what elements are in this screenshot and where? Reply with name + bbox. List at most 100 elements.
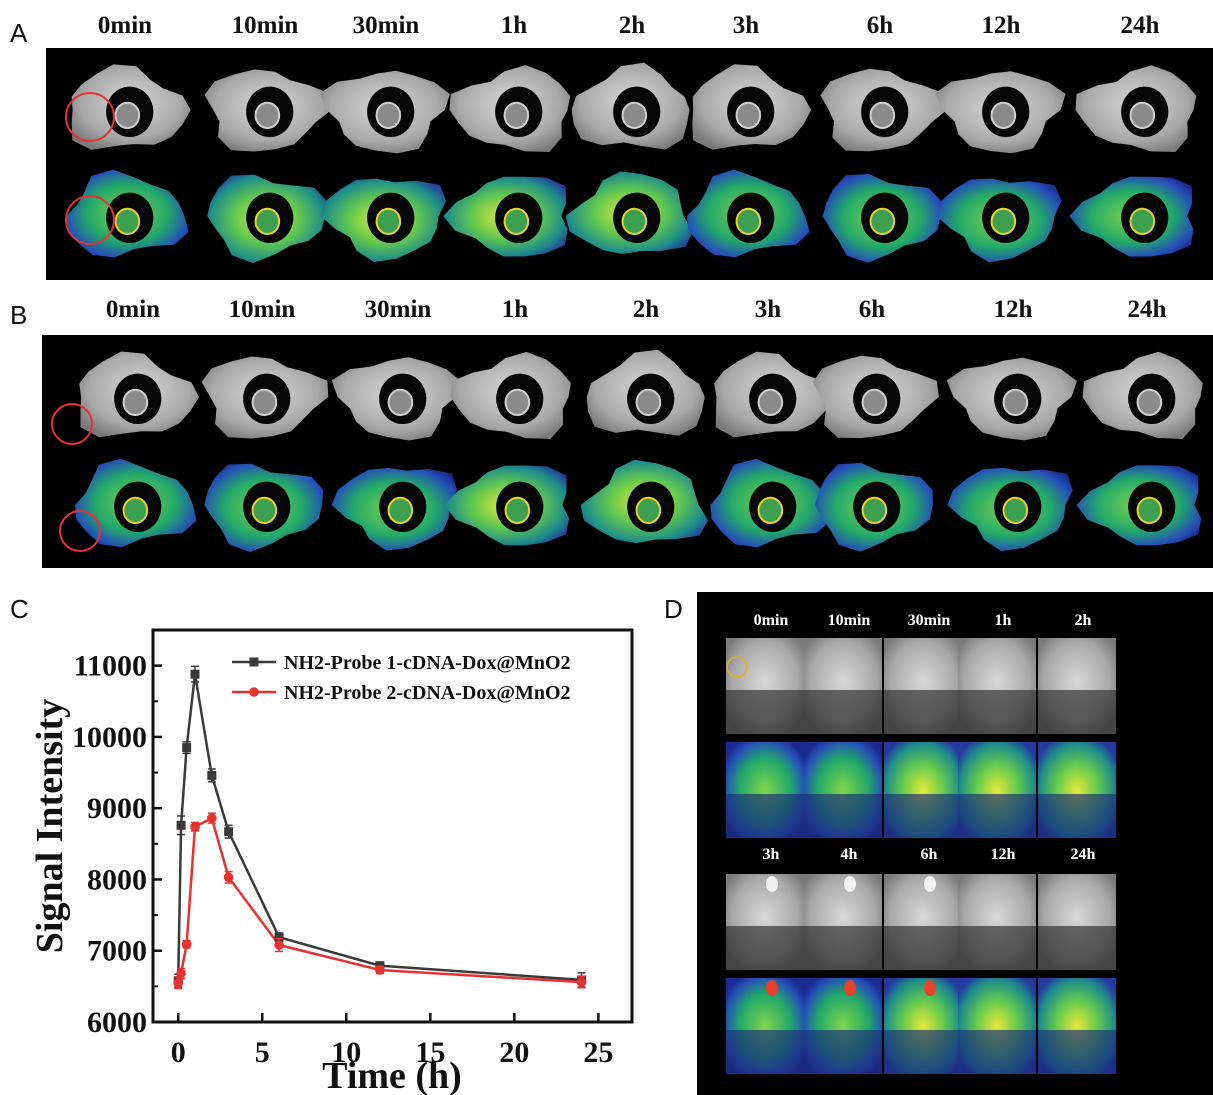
mri-color-slice [204,463,324,553]
roi-circle [51,403,93,445]
series-line-1 [176,673,582,982]
mri-gray-slice [201,356,329,439]
panel-a-mri-images [65,62,1197,264]
mri-color-coronal [958,742,1036,838]
panel-b-time-label: 12h [993,296,1033,323]
roi-circle-yellow [726,656,748,678]
panel-d-time-label: 0min [753,612,789,629]
x-tick-label: 0 [171,1036,186,1069]
y-tick-label: 7000 [87,935,147,968]
mri-gray-coronal [958,638,1036,734]
mri-gray-slice [79,351,200,438]
mri-gray-coronal [726,638,804,734]
panel-a-time-label: 12h [981,12,1021,39]
mri-gray-slice [449,65,571,152]
mri-color-slice [565,171,693,254]
plot-frame [151,628,634,1024]
series-1-point [190,669,200,679]
panel-d-time-label: 12h [990,846,1016,863]
panel-b-letter: B [10,300,28,330]
panel-a-time-label: 6h [866,12,894,39]
mri-gray-slice [71,64,191,150]
mri-gray-slice [204,69,332,152]
mri-color-coronal [1038,742,1116,838]
mri-color-coronal [958,978,1036,1074]
panel-b-time-label: 10min [228,296,296,323]
panel-d-time-label: 30min [907,612,951,629]
mri-gray-slice [571,62,690,150]
panel-d-time-label: 2h [1074,612,1092,629]
panel-a-time-label: 24h [1120,12,1160,39]
panel-b-image-strip [42,335,1213,568]
panel-d-time-label: 4h [840,846,858,863]
panel-b-time-label: 30min [364,296,432,323]
panel-d-time-label: 3h [762,846,780,863]
mri-color-slice [75,458,197,548]
mri-gray-slice [450,351,571,439]
series-2-point [576,977,587,987]
mri-gray-slice [692,64,812,150]
mri-color-coronal [884,978,962,1074]
panel-d-image-grid: 0min 10min 30min 1h 2h 3h 4h 6h 12h 24h [697,592,1213,1095]
series-2-point [181,939,192,950]
series-2-point [375,965,385,975]
panel-b-time-label: 6h [858,296,886,323]
mri-color-slice [444,465,570,546]
panel-b-time-label: 0min [105,296,161,323]
mri-color-slice [580,459,709,544]
mri-gray-coronal [804,638,882,734]
series-2-point [190,821,200,832]
mri-color-coronal [726,742,804,838]
series-2-point [223,872,234,883]
mri-gray-slice [1082,351,1203,439]
roi-circle [59,510,101,552]
panel-a-time-label: 2h [618,12,646,39]
panel-d-letter: D [664,594,683,624]
mri-gray-slice [586,349,705,436]
mri-color-coronal [804,742,882,838]
mri-color-coronal [884,742,962,838]
mri-gray-slice [935,71,1066,154]
panel-d-time-label: 24h [1070,846,1096,863]
mri-gray-coronal [958,874,1036,970]
x-tick-label: 15 [415,1036,445,1069]
mri-color-slice [822,174,941,263]
x-tick-label: 25 [583,1036,613,1069]
axis-ticks: 0 5 10 15 20 25 6000 7000 8000 9000 10000 11000 [72,650,613,1069]
mri-gray-slice [946,357,1077,441]
mri-color-coronal [804,978,882,1074]
panel-a-time-label: 0min [97,12,153,39]
legend-marker [249,657,259,667]
mri-color-slice [331,468,457,551]
mri-color-slice [320,178,446,263]
roi-circle [65,92,115,142]
mri-color-coronal [1038,978,1116,1074]
mri-gray-coronal [884,638,962,734]
legend-label: NH2-Probe 1-cDNA-Dox@MnO2 [284,652,571,674]
series-2-point [207,813,217,823]
mri-gray-coronal [1038,638,1116,734]
panel-b-time-label: 1h [501,296,529,323]
mri-color-slice [710,459,832,548]
y-tick-label: 11000 [74,650,147,683]
x-tick-label: 5 [255,1036,270,1069]
series-lines [176,673,582,984]
mri-color-slice [1076,465,1202,546]
roi-circle [65,195,115,245]
panel-a-time-label: 30min [352,12,420,39]
series-line-2 [177,816,582,984]
mri-color-slice [947,467,1073,552]
series-1-point [176,820,186,830]
mri-color-slice [1069,176,1194,257]
chart-svg: 0 5 10 15 20 25 6000 7000 8000 9000 10000 11000 NH2… [29,628,634,1095]
mri-gray-coronal [1038,874,1116,970]
mri-color-slice [687,169,810,258]
mri-color-slice [936,178,1062,263]
chart-legend: NH2-Probe 1-cDNA-Dox@MnO2 NH2-Probe 2-cDN… [232,652,571,704]
panel-b-time-label: 24h [1127,296,1167,323]
panel-a-time-label: 10min [231,12,299,39]
panel-b-mri-images [51,349,1203,553]
y-axis-title: Signal Intensity [29,699,71,953]
mri-gray-slice [812,355,939,439]
